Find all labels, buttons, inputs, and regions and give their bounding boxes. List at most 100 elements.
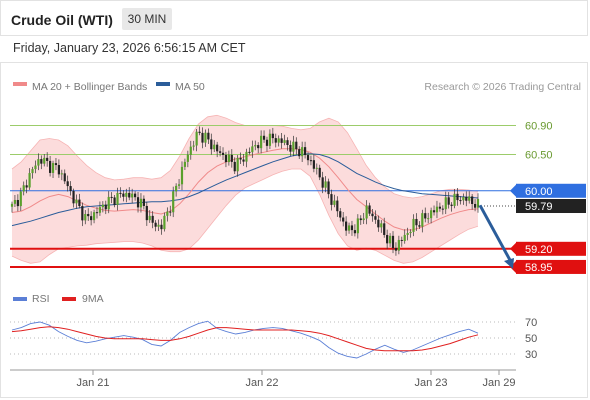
timeframe-button[interactable]: 30 MIN	[122, 8, 172, 30]
candle-body	[46, 157, 49, 161]
candle-body	[169, 211, 172, 213]
chart-panel	[0, 62, 588, 398]
candle-body	[444, 197, 447, 210]
candle-body	[51, 163, 55, 173]
candle-body	[213, 144, 216, 150]
candle-body	[371, 213, 374, 217]
candle-body	[277, 138, 280, 143]
candle-body	[154, 222, 157, 227]
candle-body	[122, 193, 125, 197]
candle-body	[116, 192, 119, 205]
candle-body	[400, 239, 403, 241]
candle-body	[207, 132, 210, 140]
candle-body	[471, 196, 474, 204]
candle-body	[374, 216, 377, 220]
candle-body	[377, 219, 380, 228]
candle-body	[435, 206, 439, 213]
candle-body	[415, 218, 418, 226]
candle-body	[92, 212, 96, 221]
rsi-line	[11, 320, 479, 359]
candle-body	[280, 138, 283, 143]
candle-body	[260, 135, 263, 149]
candle-body	[368, 205, 371, 214]
candle-body	[248, 151, 251, 153]
level-label-60.90: 60.90	[525, 120, 553, 132]
ma50-legend-swatch	[156, 82, 170, 86]
candle-body	[462, 196, 465, 201]
candle-body	[257, 145, 260, 149]
candle-body	[37, 159, 40, 166]
candle-body	[110, 196, 113, 198]
level-tag-59.20	[516, 241, 586, 256]
candle-body	[274, 138, 277, 143]
candle-body	[424, 213, 427, 219]
candle-body	[113, 197, 116, 205]
candle-body	[286, 140, 289, 145]
candle-body	[321, 177, 324, 188]
candle-body	[432, 210, 436, 213]
candle-body	[441, 208, 444, 210]
candle-body	[233, 161, 236, 172]
candle-body	[283, 140, 286, 143]
candle-body	[347, 225, 351, 231]
rsi-ma-line	[11, 326, 479, 352]
candle-body	[224, 154, 228, 163]
candle-body	[265, 139, 269, 146]
candle-body	[418, 225, 421, 227]
candle-body	[148, 215, 151, 221]
candle-body	[125, 192, 128, 197]
bollinger-band-layer	[11, 114, 479, 264]
candle-body	[107, 196, 110, 210]
candle-body	[295, 141, 298, 150]
candle-body	[327, 181, 330, 195]
candle-body	[380, 223, 383, 228]
candle-body	[119, 192, 122, 194]
price-legend: MA 20 + Bollinger Bands MA 50 Research ©…	[13, 81, 581, 93]
candle-body	[292, 141, 295, 152]
candle-body	[34, 165, 37, 170]
candle-body	[151, 215, 154, 223]
candle-body	[333, 200, 336, 205]
candle-body	[245, 151, 248, 162]
candle-body	[227, 154, 230, 163]
candle-body	[324, 181, 327, 188]
rsi-tick-50: 50	[525, 333, 537, 345]
candle-body	[180, 166, 184, 185]
bollinger-band-area	[12, 115, 478, 264]
candle-body	[175, 185, 178, 192]
rsi-tick-30: 30	[525, 349, 537, 361]
candle-body	[330, 194, 333, 205]
candle-body	[98, 207, 102, 213]
candle-body	[198, 131, 201, 133]
chart-datetime: Friday, January 23, 2026 6:56:15 AM CET	[13, 41, 246, 55]
candle-body	[406, 233, 409, 235]
candle-body	[210, 139, 213, 150]
forecast-arrow-head	[504, 257, 514, 269]
candle-body	[195, 131, 198, 146]
candle-body	[66, 181, 69, 187]
candle-body	[40, 159, 43, 164]
rsi-panel: 70 50 30	[10, 317, 537, 361]
candle-body	[204, 132, 207, 143]
candle-body	[75, 199, 78, 204]
candle-body	[242, 159, 245, 162]
rsi-legend-label: RSI	[32, 293, 50, 305]
candle-body	[87, 213, 90, 217]
candle-body	[201, 132, 204, 143]
last-price-tag	[516, 199, 586, 214]
candle-body	[239, 157, 242, 160]
bollinger-lower-line	[11, 168, 479, 264]
candle-body	[60, 173, 63, 175]
candle-body	[388, 235, 392, 244]
time-tick-label-0: Jan 21	[76, 377, 109, 389]
level-tag-60.00	[516, 183, 586, 198]
candle-body	[309, 160, 313, 162]
candle-body	[54, 163, 58, 166]
forecast-arrow-shaft	[478, 204, 513, 263]
candle-body	[192, 145, 195, 147]
level-label-60.00: 60.00	[525, 186, 553, 198]
candle-body	[412, 218, 415, 232]
candle-body	[90, 216, 93, 221]
candle-body	[391, 235, 395, 248]
